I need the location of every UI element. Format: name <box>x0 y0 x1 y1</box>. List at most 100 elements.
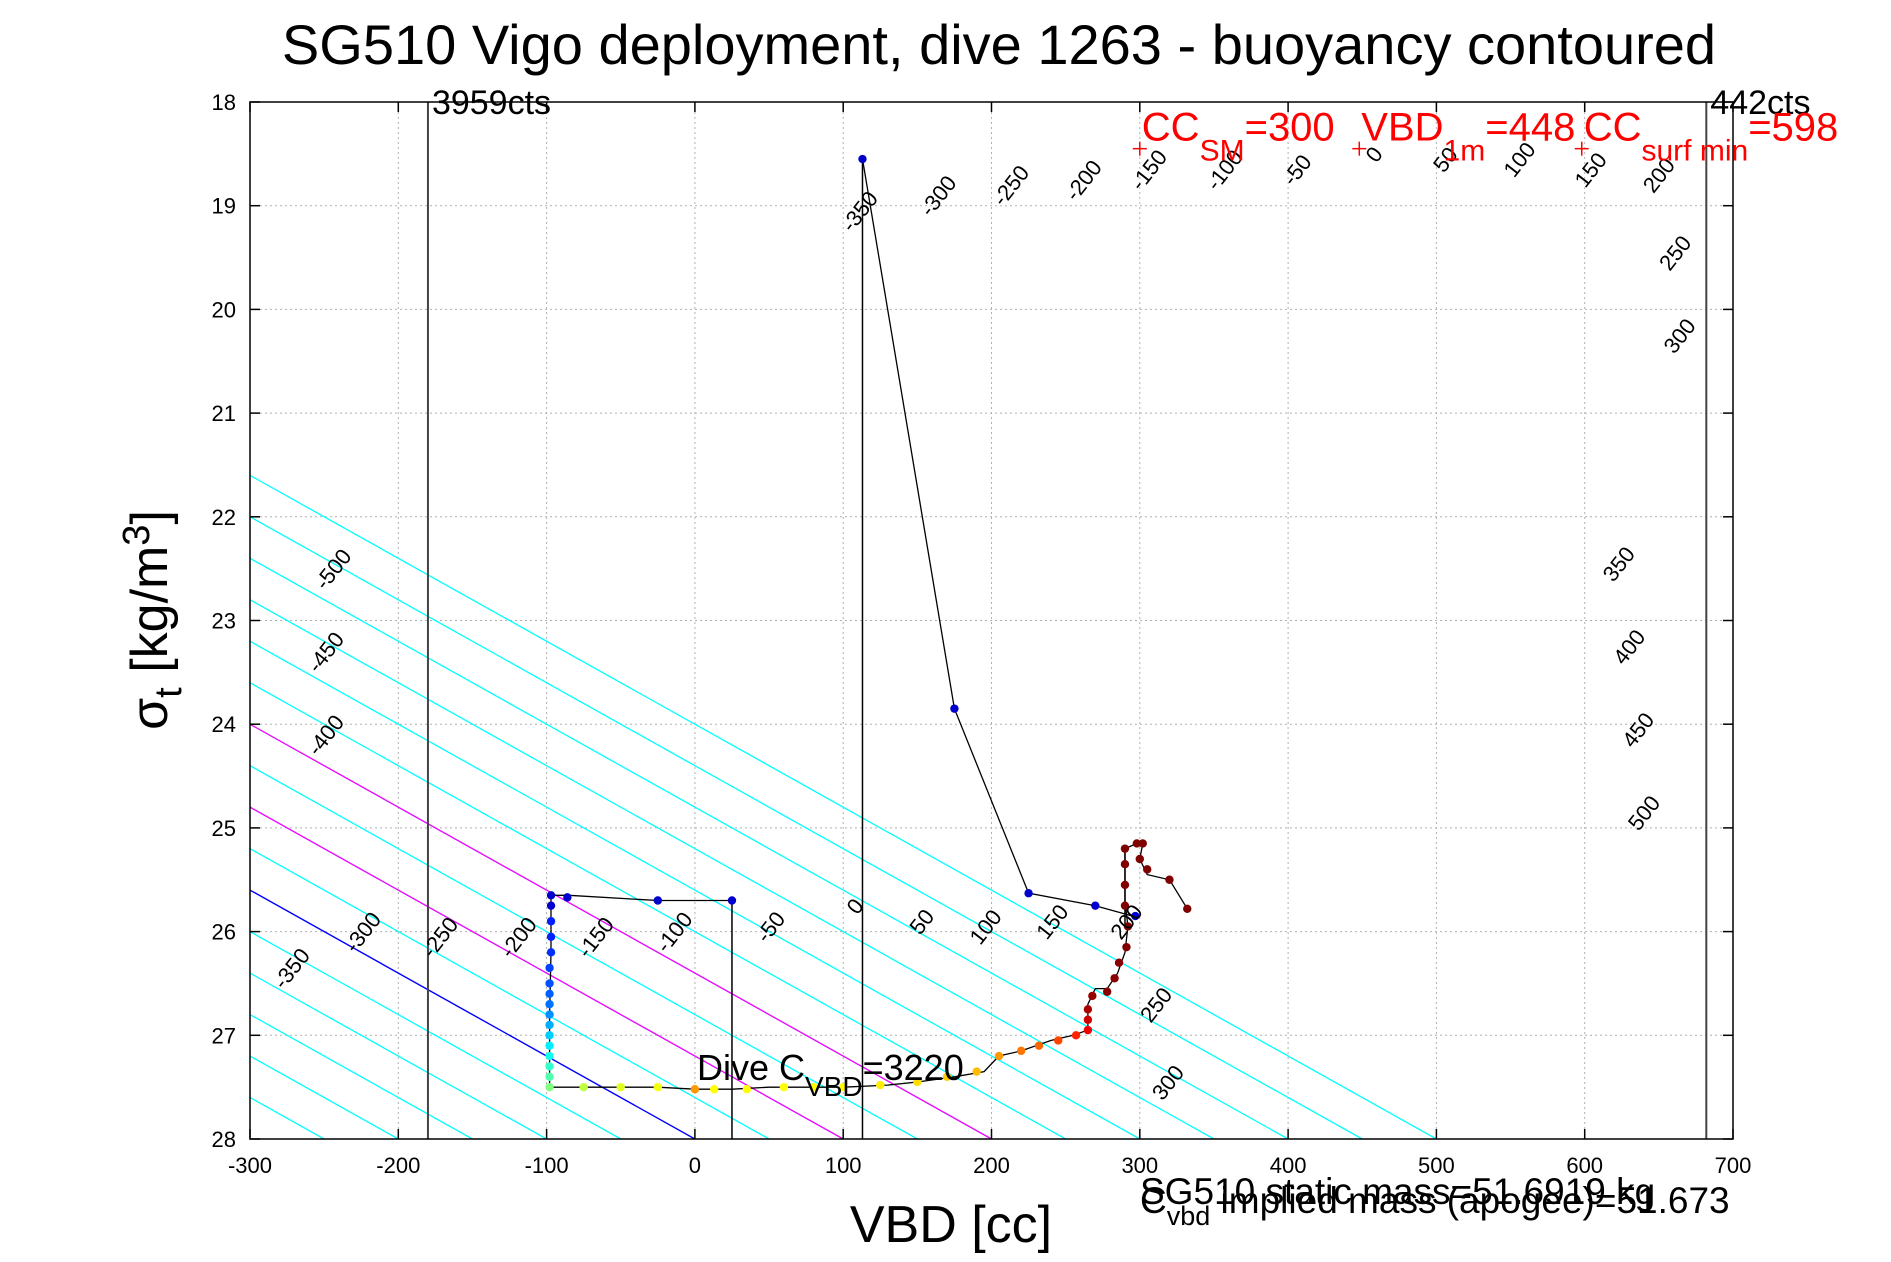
contour-label: -350 <box>268 943 315 993</box>
contour-line <box>250 764 918 1139</box>
y-tick-label: 24 <box>212 712 236 737</box>
data-point <box>1071 1031 1081 1040</box>
contour-label: -300 <box>915 171 962 221</box>
contour-label: -250 <box>416 912 463 962</box>
contour-label: -300 <box>339 907 386 957</box>
contour-line <box>250 640 1141 1139</box>
y-tick-label: 20 <box>212 297 236 322</box>
contour-label: 200 <box>1105 900 1147 944</box>
data-point <box>545 979 554 988</box>
contour-line <box>250 972 547 1139</box>
marker-label-text: CC <box>1142 106 1200 150</box>
data-point <box>545 1031 554 1040</box>
contour-line <box>250 474 1437 1139</box>
contour-line <box>0 102 28 1139</box>
vbd-limit-label: 442cts <box>1710 84 1810 122</box>
data-point <box>545 1020 554 1030</box>
marker-label-subscript: SM <box>1200 135 1245 168</box>
dive-c-vbd-subscript: VBD <box>805 1071 863 1102</box>
implied-mass-text: Cvbd implied mass (apogee)=51.673 <box>1140 1180 1730 1231</box>
data-point <box>1024 889 1033 898</box>
buoyancy-contours <box>0 102 1437 1139</box>
data-point <box>839 1082 848 1092</box>
y-axis-label-symbol: σ <box>121 698 179 730</box>
data-point <box>1165 875 1174 884</box>
data-point <box>1110 974 1119 983</box>
contour-label: 150 <box>1570 148 1612 192</box>
data-point <box>1132 839 1142 848</box>
data-point <box>545 999 554 1009</box>
data-point <box>950 704 959 713</box>
x-tick-label: 400 <box>1270 1153 1307 1178</box>
contour-label: -500 <box>310 544 357 594</box>
contour-label: -200 <box>495 912 542 962</box>
y-tick-label: 18 <box>212 90 236 115</box>
data-point <box>546 901 556 910</box>
data-point <box>809 1082 818 1092</box>
data-point <box>1120 859 1130 869</box>
data-point <box>545 1082 554 1092</box>
apogee-path <box>861 158 1133 917</box>
y-axis-label-subscript: t <box>148 687 190 698</box>
data-point <box>876 1080 885 1090</box>
contour-label: -150 <box>1125 145 1172 195</box>
data-point <box>1034 1041 1044 1050</box>
data-point <box>653 896 663 905</box>
contour-label: 450 <box>1617 708 1659 752</box>
x-tick-label: 700 <box>1715 1153 1752 1178</box>
chart-title: SG510 Vigo deployment, dive 1263 - buoya… <box>282 13 1716 76</box>
reference-lines <box>426 102 1708 1139</box>
contour-label: -400 <box>302 710 349 760</box>
y-tick-label: 25 <box>212 816 236 841</box>
implied-mass-subscript: vbd <box>1167 1201 1211 1231</box>
contour-label: -150 <box>572 912 619 962</box>
contour-label: 300 <box>1147 1060 1189 1104</box>
marker-label-subscript: 1m <box>1444 135 1486 168</box>
data-point <box>546 948 556 957</box>
marker-label-value: =300 <box>1245 106 1335 150</box>
contour-label: -250 <box>987 160 1034 210</box>
data-point <box>1143 865 1152 874</box>
data-point <box>545 1072 554 1081</box>
implied-mass-prefix: C <box>1140 1180 1167 1221</box>
data-point <box>709 1085 719 1094</box>
contour-label: -50 <box>751 907 790 947</box>
data-point <box>994 1051 1004 1061</box>
data-point <box>545 1062 554 1071</box>
contour-line-magenta <box>250 723 992 1139</box>
data-point <box>1083 1005 1093 1014</box>
data-point <box>546 891 556 900</box>
y-tick-label: 21 <box>212 401 236 426</box>
data-point <box>563 893 572 902</box>
contour-line <box>250 599 1215 1139</box>
x-tick-label: 300 <box>1121 1153 1158 1178</box>
contour-line <box>250 847 770 1139</box>
data-point <box>545 1041 554 1050</box>
data-point <box>545 1051 554 1061</box>
data-point <box>1120 901 1130 910</box>
x-axis-label: VBD [cc] <box>850 1196 1052 1254</box>
data-point <box>545 963 554 973</box>
contour-line-neutral <box>250 889 696 1139</box>
dive-trajectory <box>548 158 1188 1090</box>
y-axis-label-superscript: 3 <box>116 525 158 546</box>
x-tick-label: -300 <box>228 1153 272 1178</box>
data-point <box>972 1067 981 1076</box>
contour-line <box>250 516 1363 1139</box>
contour-label: 350 <box>1598 542 1640 586</box>
implied-mass-value: implied mass (apogee)=51.673 <box>1210 1180 1729 1221</box>
data-point <box>779 1082 789 1092</box>
contour-label: -450 <box>302 627 349 677</box>
contour-label: 50 <box>904 904 939 939</box>
y-tick-label: 26 <box>212 920 236 945</box>
y-tick-label: 22 <box>212 505 236 530</box>
contour-label: 400 <box>1608 625 1650 669</box>
data-point <box>690 1085 700 1094</box>
marker-label: CCSM=300 <box>1142 106 1335 168</box>
marker-label-subscript: surf min <box>1642 135 1749 168</box>
dive-c-vbd-label: Dive CVBD=3220 <box>697 1047 964 1102</box>
x-tick-label: -100 <box>525 1153 569 1178</box>
data-point <box>616 1082 625 1092</box>
y-axis-label: σt [kg/m3] <box>116 510 190 730</box>
